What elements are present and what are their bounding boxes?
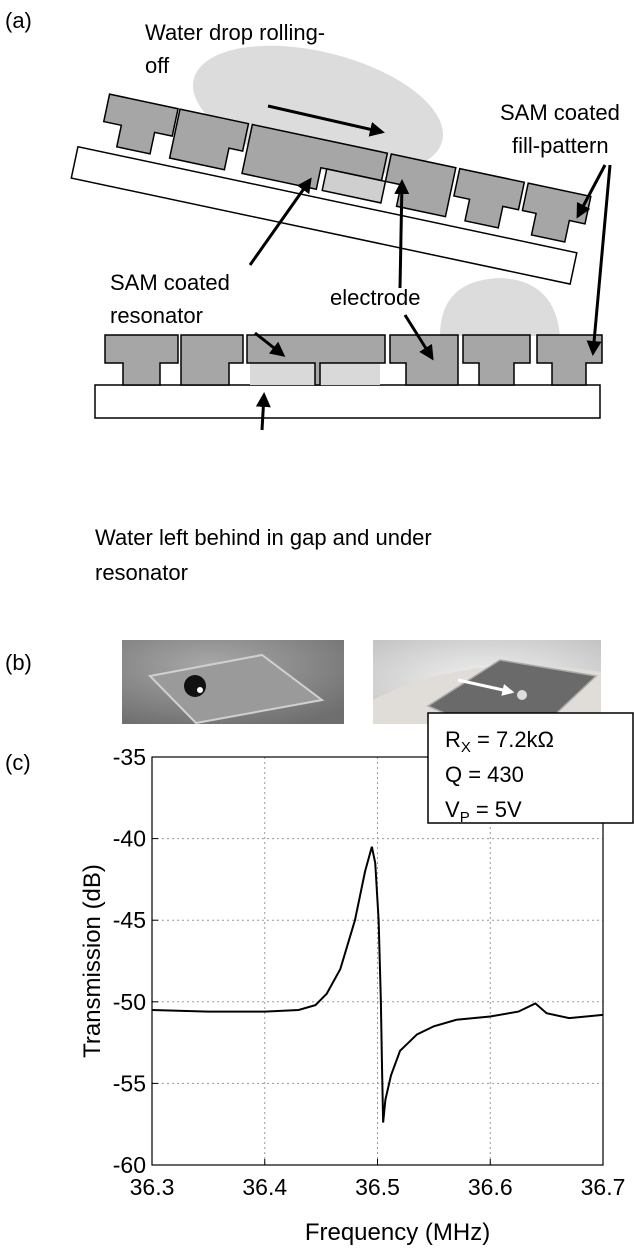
x-tick-label: 36.6 <box>468 1174 513 1200</box>
annotation: VP = 5V <box>445 797 522 826</box>
x-tick-label: 36.4 <box>242 1174 287 1200</box>
diagram-label: resonator <box>95 560 188 585</box>
flat-device <box>95 335 602 418</box>
x-axis-label: Frequency (MHz) <box>305 1219 490 1246</box>
panel-label: (b) <box>5 650 32 675</box>
data-line <box>152 847 603 1123</box>
x-tick-label: 36.5 <box>355 1174 400 1200</box>
panel-label: (c) <box>5 750 31 775</box>
photo <box>122 640 344 724</box>
diagram-label: resonator <box>110 303 203 328</box>
annotation-subscript: P <box>460 809 470 826</box>
x-tick-label: 36.7 <box>581 1174 626 1200</box>
figure: (a) Water drop rolling- off SAM coated f… <box>0 0 634 1252</box>
diagram-label: Water left behind in gap and under <box>95 525 432 550</box>
diagram-label: fill-pattern <box>512 133 609 158</box>
diagram-label: Water drop rolling- <box>145 20 325 45</box>
y-tick-label: -35 <box>113 744 146 770</box>
x-tick-label: 36.3 <box>130 1174 175 1200</box>
diagram-label: SAM coated <box>500 100 620 125</box>
annotation-text: = 5V <box>470 797 522 822</box>
y-tick-label: -50 <box>113 989 146 1015</box>
annotation-text: V <box>445 797 460 822</box>
annotation-text: Q = 430 <box>445 762 524 787</box>
photo <box>373 640 601 724</box>
y-axis-label: Transmission (dB) <box>79 864 106 1058</box>
y-tick-label: -45 <box>113 907 146 933</box>
water-drop <box>440 278 560 336</box>
y-tick-label: -40 <box>113 826 146 852</box>
annotation-text: = 7.2kΩ <box>471 727 554 752</box>
annotation-subscript: X <box>461 739 471 756</box>
diagram-label: electrode <box>330 285 421 310</box>
annotation: Q = 430 <box>445 762 524 787</box>
y-tick-label: -55 <box>113 1070 146 1096</box>
diagram-label: off <box>145 53 170 78</box>
panel-label: (a) <box>5 8 32 33</box>
annotation-text: R <box>445 727 461 752</box>
diagram-label: SAM coated <box>110 270 230 295</box>
